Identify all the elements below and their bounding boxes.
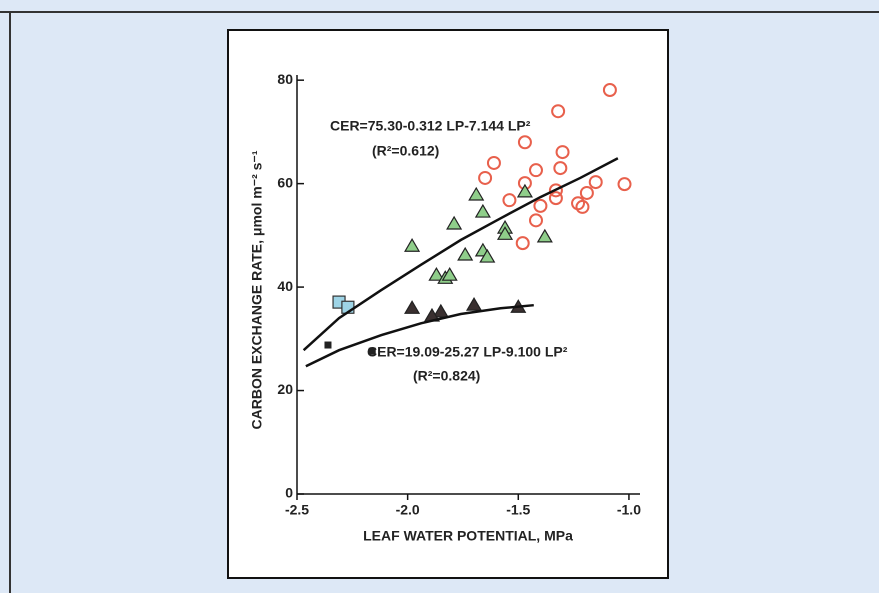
point-circle [551, 104, 566, 119]
point-circle [579, 185, 594, 200]
x-tick-label: -2.0 [396, 502, 420, 518]
point-circle [515, 236, 530, 251]
point-circle [555, 145, 570, 160]
point-circle [548, 183, 563, 198]
chart-panel [227, 29, 669, 579]
annotation: (R²=0.824) [413, 368, 480, 384]
annotation: (R²=0.612) [372, 143, 439, 159]
y-tick-label: 40 [277, 278, 293, 294]
x-tick-label: -2.5 [285, 502, 309, 518]
annotation: CER=75.30-0.312 LP-7.144 LP² [330, 118, 531, 134]
point-triangle [536, 228, 553, 243]
y-tick-label: 20 [277, 381, 293, 397]
point-triangle [516, 183, 533, 198]
point-triangle [496, 226, 514, 240]
point-circle [588, 175, 603, 190]
point-triangle [474, 203, 491, 218]
point-small-square [368, 347, 376, 355]
point-circle [575, 199, 590, 214]
point-triangle [432, 303, 449, 318]
point-triangle [404, 300, 421, 314]
point-circle [486, 155, 501, 170]
x-tick-label: -1.5 [506, 502, 530, 518]
point-small-square [324, 341, 332, 349]
point-triangle [479, 248, 496, 263]
y-tick-label: 80 [277, 71, 293, 87]
point-circle [478, 170, 493, 185]
y-axis-label: CARBON EXCHANGE RATE, μmol m⁻² s⁻¹ [249, 150, 265, 429]
point-triangle [428, 266, 445, 281]
point-circle [528, 163, 543, 178]
point-triangle [468, 186, 485, 201]
fit-curve [302, 157, 619, 352]
point-triangle [457, 246, 474, 261]
x-axis-label: LEAF WATER POTENTIAL, MPa [363, 528, 573, 544]
point-circle [548, 191, 563, 206]
point-circle [553, 161, 568, 176]
y-tick-label: 0 [285, 485, 293, 501]
point-triangle [441, 266, 458, 281]
y-tick-label: 60 [277, 174, 293, 190]
point-triangle [404, 238, 421, 252]
point-circle [502, 193, 517, 208]
point-circle [528, 213, 543, 228]
point-triangle [465, 297, 483, 311]
point-circle [533, 198, 548, 213]
point-circle [602, 83, 617, 98]
point-circle [517, 135, 532, 150]
point-circle [617, 177, 632, 192]
annotation: CER=19.09-25.27 LP-9.100 LP² [367, 344, 568, 360]
point-triangle [446, 215, 463, 230]
x-tick-label: -1.0 [617, 502, 641, 518]
fit-curve [305, 303, 534, 368]
